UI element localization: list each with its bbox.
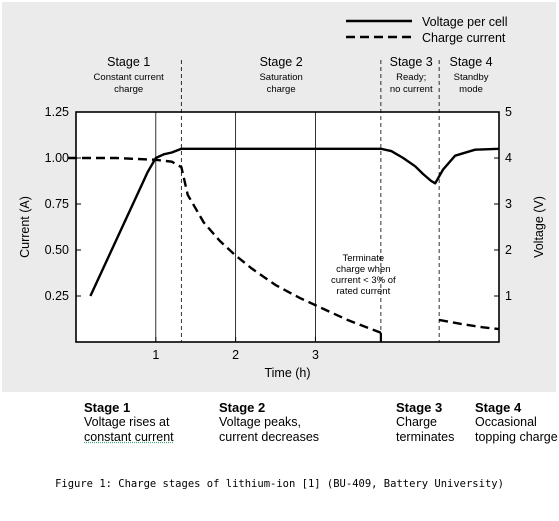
- x-tick-label-3: 3: [312, 348, 319, 362]
- y-right-tick-label-4: 4: [505, 151, 512, 165]
- caption-stage-1-title: Stage 1: [84, 400, 131, 415]
- current-line-segment-2: [438, 318, 500, 331]
- caption-stage-3-line-2: terminates: [396, 429, 455, 444]
- caption-stage-4-title: Stage 4: [475, 400, 522, 415]
- caption-stage-2-line-2: current decreases: [219, 429, 320, 444]
- current-line-segment-1: [68, 156, 382, 334]
- x-axis-label: Time (h): [264, 366, 310, 380]
- caption-stage-2-line-1: Voltage peaks,: [219, 415, 302, 429]
- caption-stage-3-line-1: Charge: [396, 415, 437, 429]
- stage-4-subtitle-1: Standby: [454, 72, 489, 83]
- stage-4-subtitle-2: mode: [459, 84, 483, 95]
- annotation-line-4: rated current: [336, 286, 390, 297]
- stage-3-subtitle-1: Ready;: [396, 72, 426, 83]
- y-right-tick-label-3: 3: [505, 197, 512, 211]
- annotation-line-2: charge when: [336, 264, 390, 275]
- stage-1-subtitle-2: charge: [114, 84, 143, 95]
- plot-area: [76, 112, 499, 342]
- stage-2-subtitle-2: charge: [267, 84, 296, 95]
- y-left-tick-label-1: 0.25: [45, 289, 69, 303]
- y-axis-left-label: Current (A): [18, 196, 32, 258]
- caption-stage-2: Stage 2 Voltage peaks, current decreases: [219, 400, 319, 444]
- stage-2-title: Stage 2: [260, 55, 303, 69]
- stage-1-title: Stage 1: [107, 55, 150, 69]
- figure-caption: Figure 1: Charge stages of lithium-ion […: [55, 478, 504, 490]
- y-left-tick-label-5: 1.25: [45, 105, 69, 119]
- voltage-line: [89, 147, 500, 297]
- caption-stage-1-line-1: Voltage rises at: [84, 415, 170, 429]
- y-right-tick-label-1: 1: [505, 289, 512, 303]
- x-tick-label-2: 2: [232, 348, 239, 362]
- caption-stage-1: Stage 1 Voltage rises at constant curren…: [84, 400, 174, 444]
- caption-stage-3-title: Stage 3: [396, 400, 443, 415]
- stage-1-subtitle-1: Constant current: [94, 72, 165, 83]
- x-tick-label-1: 1: [152, 348, 159, 362]
- y-right-tick-label-2: 2: [505, 243, 512, 257]
- legend-voltage-label: Voltage per cell: [422, 15, 507, 29]
- y-left-tick-label-2: 0.50: [45, 243, 69, 257]
- y-left-tick-label-3: 0.75: [45, 197, 69, 211]
- stage-3-subtitle-2: no current: [390, 84, 433, 95]
- caption-stage-1-line-2: constant current: [84, 429, 174, 444]
- caption-stage-4-line-2: topping charge: [475, 429, 558, 444]
- caption-stage-4: Stage 4 Occasional topping charge: [475, 400, 558, 444]
- stage-3-title: Stage 3: [390, 55, 433, 69]
- y-axis-right-label: Voltage (V): [532, 196, 546, 258]
- caption-stage-3: Stage 3 Charge terminates: [396, 400, 454, 444]
- caption-stage-4-line-1: Occasional: [475, 415, 537, 429]
- stage-4-title: Stage 4: [450, 55, 493, 69]
- caption-stage-2-title: Stage 2: [219, 400, 266, 415]
- plot-border: [75, 111, 500, 343]
- y-right-tick-label-5: 5: [505, 105, 512, 119]
- legend-current-label: Charge current: [422, 31, 506, 45]
- y-left-tick-label-4: 1.00: [45, 151, 69, 165]
- annotation-line-3: current < 3% of: [331, 275, 396, 286]
- annotation-line-1: Terminate: [342, 253, 384, 264]
- stage-2-subtitle-1: Saturation: [259, 72, 302, 83]
